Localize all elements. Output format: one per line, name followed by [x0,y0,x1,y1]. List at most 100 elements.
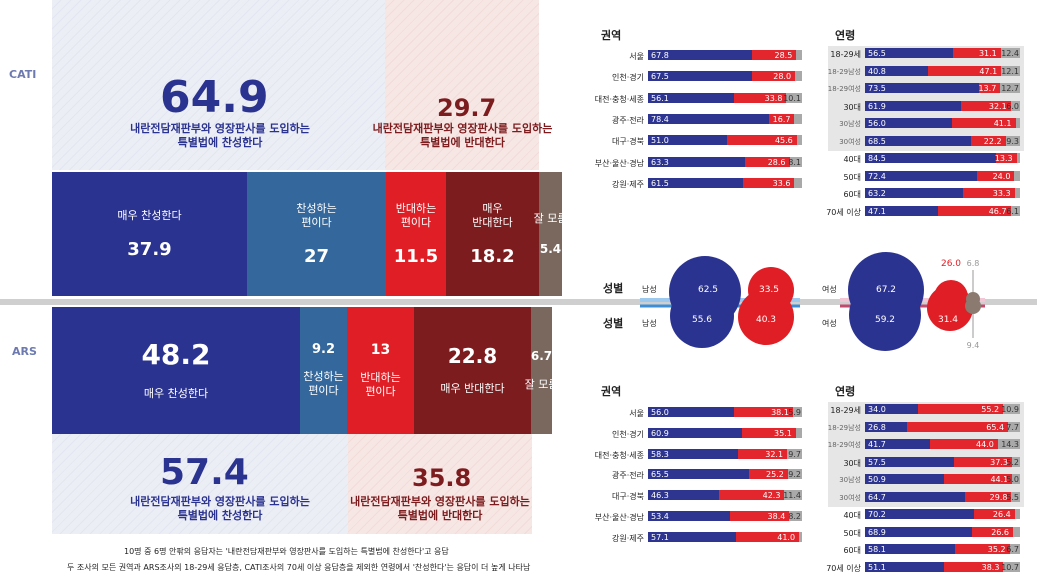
cati-seg-oppose-label-1: 반대하는 [395,201,437,215]
bar-segment [648,92,735,103]
bar-value-label: 41.7 [868,440,886,449]
bar-segment [792,407,802,417]
ars-gender-title: 성별 [603,317,624,330]
cati-support-desc-line2: 특별법에 찬성한다 [177,136,263,149]
bar-value-label: 31.1 [978,49,997,58]
bar-value-label: 68.5 [868,136,886,146]
bar-value-label: 6.1 [1006,206,1019,216]
bar-segment [789,156,802,167]
ars-seg-dk-value: 6.7 [530,348,553,363]
footnote-line-1: 10명 중 6명 안팎의 응답자는 '내란전담재판부와 영장판사를 도입하는 특… [124,547,449,556]
bar-segment [1000,48,1020,58]
bar-segment [929,439,998,449]
bar-segment [865,83,980,93]
row-label: 18-29남성 [827,67,861,76]
bar-value-label: 11.4 [783,491,801,501]
bar-segment [648,407,735,417]
row-label: 30남성 [839,120,861,128]
ars-support-desc-line2: 특별법에 찬성한다 [177,509,263,522]
row-label: 18-29여성 [827,85,861,93]
bar-segment [955,544,1010,554]
row-label: 서울 [629,409,644,418]
cati-seg-support: 찬성하는 편이다 27 [247,172,386,296]
bar-segment [648,71,752,82]
bar-value-label: 47.1 [979,66,998,76]
bar-value-label: 73.5 [868,84,886,93]
bar-segment [648,427,742,438]
gender-female-label-cati: 여성 [822,284,837,294]
bar-value-label: 5.9 [788,408,801,417]
row-label: 60대 [843,546,861,555]
bar-segment [789,511,802,521]
ars-female-support-bubble [849,279,921,351]
bar-segment [648,156,746,167]
ars-support-desc-line1: 내란전담재판부와 영장판사를 도입하는 [130,495,310,508]
bar-value-label: 84.5 [868,154,886,163]
bar-segment [796,50,802,60]
bar-value-label: 56.0 [651,408,669,417]
bar-segment [973,509,1015,519]
bar-value-label: 10.7 [1001,562,1019,572]
bar-segment [752,50,797,60]
bar-value-label: 40.8 [868,66,886,76]
bar-value-label: 65.5 [651,470,669,480]
bar-segment [799,531,802,542]
row-label: 18-29여성 [827,441,861,449]
bar-segment [943,474,1013,484]
cati-male-support-label: 62.5 [698,285,718,295]
row-label: 30여성 [839,137,861,146]
ars-female-support-label: 59.2 [875,315,895,325]
bar-segment [795,427,802,438]
ars-age-chart: 18-29세 34.0 55.2 10.9 18-29남성 26.8 65.4 7.7 18-2… [800,402,1030,576]
bar-value-label: 32.1 [988,101,1007,111]
row-label: 인천·경기 [612,73,644,83]
bar-segment [648,50,753,60]
bar-value-label: 28.0 [773,72,792,82]
bar-value-label: 41.1 [993,119,1012,128]
ars-seg-strong-support-label: 매우 찬성한다 [143,386,209,400]
bar-value-label: 26.4 [992,510,1011,519]
ars-region-chart: 서울 56.0 38.1 5.9 인천·경기 60.9 35.1 대전·충청·세종 58.3 32… [560,407,820,557]
bar-value-label: 26.8 [868,422,886,432]
bar-value-label: 78.4 [651,114,669,124]
bar-value-label: 70.2 [868,510,886,519]
gender-male-label-ars: 남성 [642,319,657,328]
bar-value-label: 44.1 [990,475,1009,484]
bar-segment [734,407,793,417]
row-label: 30남성 [839,476,861,484]
bar-value-label: 28.6 [767,157,786,167]
bar-segment [997,439,1020,449]
bar-segment [954,456,1012,467]
bar-segment [962,188,1015,198]
ars-support-panel [52,434,348,534]
ars-seg-strong-oppose: 22.8 매우 반대한다 [414,307,531,434]
bar-value-label: 46.3 [651,491,669,501]
bar-value-label: 67.8 [651,51,669,60]
bar-value-label: 12.4 [1001,49,1019,58]
bar-value-label: 29.8 [989,492,1008,502]
bar-value-label: 64.7 [868,492,886,502]
bar-segment [787,469,802,480]
row-label: 30대 [843,102,861,112]
bar-segment [1009,544,1020,554]
ars-male-support-bubble [670,284,734,348]
bar-value-label: 6.0 [1006,101,1019,111]
bar-segment [742,177,795,188]
row-label: 18-29남성 [827,423,861,432]
bar-value-label: 41.0 [777,532,796,542]
cati-seg-strong-oppose-label-2: 반대한다 [472,215,513,229]
ars-female-oppose-label: 31.4 [938,315,958,325]
ars-seg-support-label-2: 편이다 [308,384,339,397]
bar-value-label: 22.2 [983,136,1002,146]
bar-segment [734,92,787,103]
bar-segment [786,92,802,103]
row-label: 대전·충청·세종 [594,450,644,460]
bar-segment [1003,404,1020,414]
bar-value-label: 45.6 [774,136,793,146]
cati-support-panel [52,0,385,170]
bar-value-label: 34.0 [868,405,886,414]
bar-value-label: 56.5 [868,49,886,58]
ars-seg-strong-oppose-label: 매우 반대한다 [440,381,505,395]
ars-seg-oppose-label-2: 편이다 [365,384,396,398]
row-label: 인천·경기 [612,429,644,439]
